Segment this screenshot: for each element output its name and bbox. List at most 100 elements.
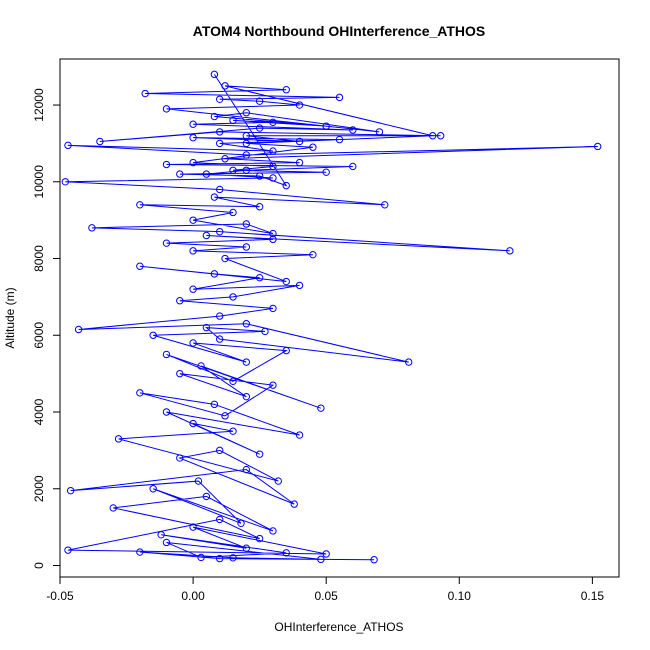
data-point bbox=[210, 193, 219, 201]
data-point bbox=[88, 224, 96, 232]
data-point bbox=[322, 168, 330, 176]
x-tick-label: 0.05 bbox=[315, 589, 339, 603]
data-point bbox=[64, 141, 72, 150]
y-tick-label: 6000 bbox=[32, 322, 46, 349]
data-point bbox=[255, 97, 264, 105]
data-point bbox=[282, 549, 290, 557]
data-point bbox=[64, 546, 72, 554]
chart-title: ATOM4 Northbound OHInterference_ATHOS bbox=[193, 23, 485, 39]
data-point bbox=[202, 492, 211, 501]
data-point bbox=[162, 408, 171, 416]
data-point bbox=[96, 137, 104, 146]
data-point bbox=[216, 515, 224, 524]
data-point bbox=[309, 143, 317, 151]
y-axis: 0 2000 4000 6000 8000 10000 12000 bbox=[32, 88, 61, 569]
series-line bbox=[65, 74, 598, 561]
data-point bbox=[136, 201, 144, 209]
data-point bbox=[61, 178, 70, 186]
data-point bbox=[269, 174, 277, 182]
data-point bbox=[189, 247, 197, 255]
data-point bbox=[216, 554, 224, 563]
data-point bbox=[269, 162, 277, 171]
data-point bbox=[216, 139, 224, 148]
data-point bbox=[242, 151, 251, 159]
data-point bbox=[255, 534, 264, 543]
y-tick-label: 2000 bbox=[32, 475, 46, 502]
data-point bbox=[221, 155, 229, 163]
data-point bbox=[381, 201, 389, 209]
data-point bbox=[295, 158, 304, 167]
data-point bbox=[216, 185, 224, 194]
data-point bbox=[189, 120, 197, 128]
data-point bbox=[242, 132, 251, 140]
data-point bbox=[136, 262, 144, 270]
data-point bbox=[295, 431, 304, 439]
data-point bbox=[202, 170, 211, 178]
data-point bbox=[317, 555, 325, 564]
y-tick-label: 10000 bbox=[32, 165, 46, 199]
data-point bbox=[216, 335, 224, 343]
y-axis-label: Altitude (m) bbox=[3, 287, 17, 348]
data-point bbox=[322, 550, 330, 558]
data-point bbox=[269, 235, 277, 244]
data-point bbox=[255, 124, 264, 132]
data-point bbox=[335, 93, 344, 102]
data-point bbox=[114, 435, 123, 443]
data-point bbox=[295, 137, 304, 146]
data-point bbox=[189, 523, 197, 531]
data-point bbox=[282, 346, 290, 355]
data-point bbox=[269, 381, 277, 389]
data-point bbox=[221, 254, 229, 263]
data-point bbox=[282, 86, 290, 94]
data-point bbox=[162, 350, 171, 359]
data-point bbox=[322, 122, 330, 130]
data-point bbox=[189, 158, 197, 167]
data-point bbox=[149, 331, 157, 339]
data-point bbox=[162, 105, 171, 113]
data-point bbox=[221, 82, 229, 90]
data-point bbox=[162, 160, 171, 169]
data-point bbox=[274, 477, 282, 485]
data-point bbox=[149, 485, 157, 493]
data-point bbox=[229, 293, 237, 301]
data-point bbox=[506, 247, 514, 255]
data-point bbox=[229, 166, 237, 174]
data-point bbox=[216, 95, 224, 103]
data-point bbox=[162, 239, 171, 247]
data-point bbox=[370, 556, 378, 564]
data-point bbox=[176, 369, 184, 378]
data-point bbox=[210, 400, 219, 409]
data-point bbox=[255, 274, 264, 282]
data-point bbox=[189, 133, 197, 142]
data-point bbox=[74, 325, 83, 334]
x-axis: -0.05 0.00 0.05 0.10 0.15 bbox=[46, 576, 604, 603]
data-point bbox=[229, 554, 237, 562]
data-point bbox=[229, 116, 237, 125]
data-point bbox=[229, 377, 237, 386]
data-point bbox=[189, 419, 197, 428]
data-point bbox=[216, 312, 224, 320]
data-point bbox=[66, 486, 75, 495]
data-point bbox=[242, 220, 251, 228]
data-point bbox=[194, 477, 203, 485]
data-point bbox=[349, 126, 357, 134]
data-point bbox=[176, 170, 184, 178]
data-point bbox=[255, 203, 264, 211]
data-point bbox=[242, 139, 251, 148]
x-tick-label: -0.05 bbox=[46, 589, 74, 603]
data-point bbox=[255, 172, 264, 180]
data-point bbox=[269, 147, 277, 155]
data-point bbox=[136, 548, 144, 556]
data-point bbox=[202, 231, 211, 240]
data-point bbox=[295, 101, 304, 109]
data-point bbox=[210, 70, 219, 79]
y-tick-label: 8000 bbox=[32, 245, 46, 272]
data-point bbox=[290, 500, 298, 508]
data-point bbox=[210, 270, 219, 278]
data-point bbox=[428, 132, 437, 140]
data-point bbox=[109, 504, 117, 512]
x-axis-label: OHInterference_ATHOS bbox=[274, 620, 403, 634]
data-point bbox=[255, 450, 264, 458]
data-point bbox=[202, 323, 211, 332]
